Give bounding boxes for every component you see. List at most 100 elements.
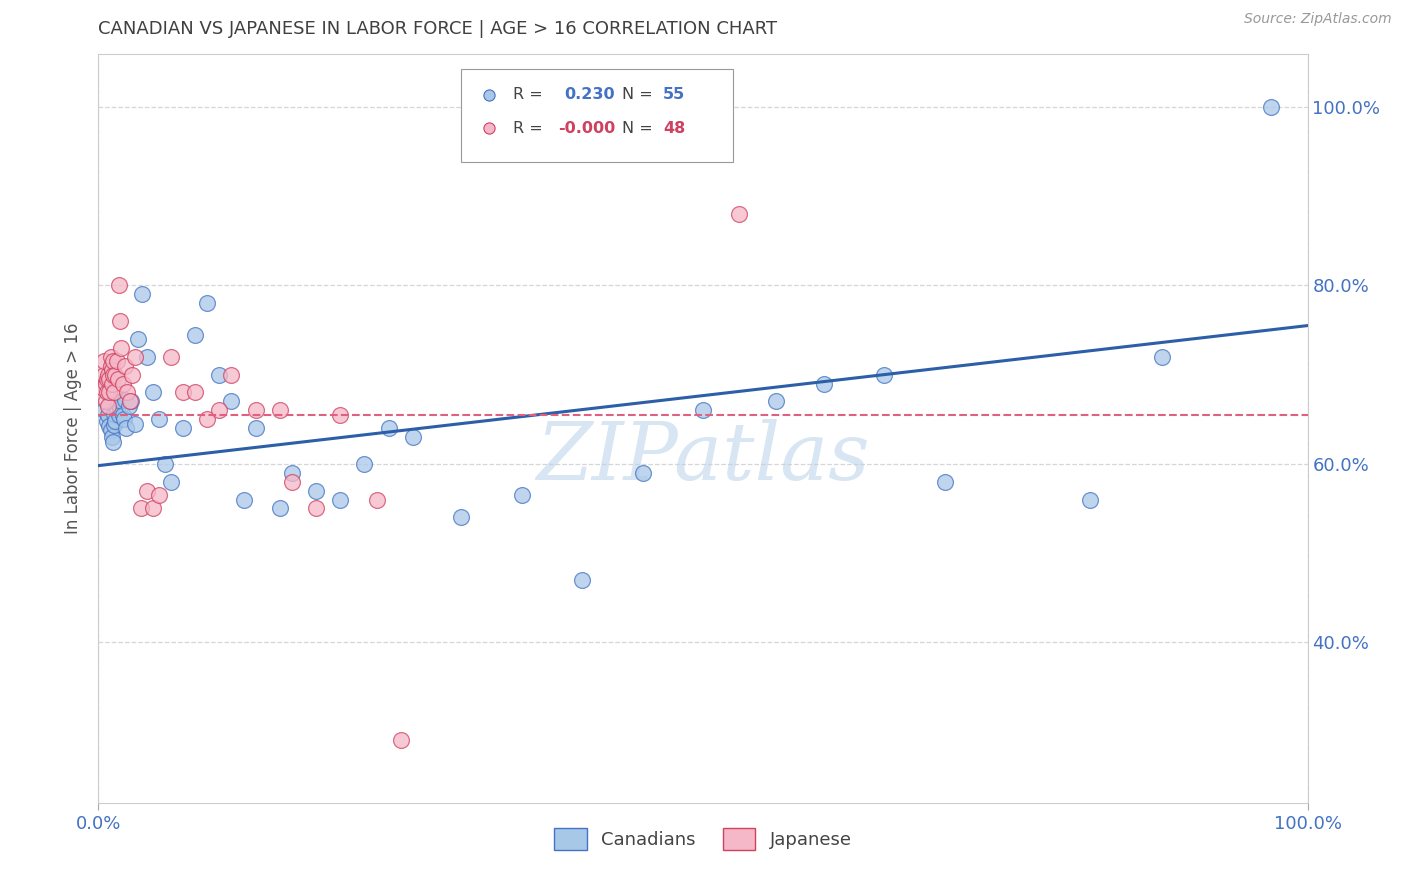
Point	[120, 394, 142, 409]
Point	[96, 372, 118, 386]
Point	[450, 510, 472, 524]
Point	[93, 403, 115, 417]
Point	[100, 423, 122, 437]
Point	[571, 573, 593, 587]
Point	[98, 372, 121, 386]
Point	[118, 399, 141, 413]
Point	[108, 314, 131, 328]
Point	[104, 368, 127, 382]
Point	[101, 368, 124, 382]
Point	[100, 363, 122, 377]
Point	[98, 385, 121, 400]
Text: R =: R =	[513, 87, 543, 103]
Point	[353, 457, 375, 471]
Point	[728, 207, 751, 221]
Point	[142, 385, 165, 400]
Point	[112, 412, 135, 426]
Point	[153, 457, 176, 471]
Point	[221, 394, 243, 409]
Point	[478, 189, 501, 203]
Point	[94, 394, 117, 409]
Point	[281, 466, 304, 480]
Point	[148, 488, 170, 502]
Point	[1260, 100, 1282, 114]
Legend: Canadians, Japanese: Canadians, Japanese	[547, 821, 859, 857]
Point	[305, 501, 328, 516]
Y-axis label: In Labor Force | Age > 16: In Labor Force | Age > 16	[65, 322, 83, 534]
Point	[510, 488, 533, 502]
Point	[114, 392, 136, 407]
Point	[269, 403, 291, 417]
Point	[135, 350, 157, 364]
Point	[692, 403, 714, 417]
Point	[269, 501, 291, 516]
Point	[402, 430, 425, 444]
Point	[124, 417, 146, 431]
Point	[97, 408, 120, 422]
Point	[765, 394, 787, 409]
Point	[389, 733, 412, 747]
Point	[105, 354, 128, 368]
Point	[97, 368, 120, 382]
Point	[104, 414, 127, 428]
Point	[108, 401, 131, 415]
Point	[934, 475, 956, 489]
Text: 0.230: 0.230	[564, 87, 614, 103]
Point	[108, 278, 131, 293]
Point	[232, 492, 254, 507]
Text: ZIPatlas: ZIPatlas	[536, 419, 870, 497]
Point	[101, 354, 124, 368]
Point	[281, 475, 304, 489]
Point	[111, 408, 134, 422]
Point	[107, 372, 129, 386]
Text: 48: 48	[664, 121, 685, 136]
Text: R =: R =	[513, 121, 543, 136]
Point	[329, 492, 352, 507]
Point	[221, 368, 243, 382]
Point	[160, 350, 183, 364]
Point	[100, 350, 122, 364]
Point	[142, 501, 165, 516]
Point	[108, 408, 131, 422]
Point	[114, 359, 136, 373]
Point	[129, 501, 152, 516]
Point	[105, 403, 128, 417]
Point	[305, 483, 328, 498]
Point	[184, 327, 207, 342]
Point	[101, 434, 124, 449]
Point	[117, 385, 139, 400]
Point	[135, 483, 157, 498]
Point	[873, 368, 896, 382]
Point	[172, 421, 194, 435]
Point	[107, 396, 129, 410]
Text: N =: N =	[621, 87, 652, 103]
Point	[93, 354, 115, 368]
Point	[208, 403, 231, 417]
Point	[172, 385, 194, 400]
Point	[1152, 350, 1174, 364]
Point	[110, 341, 132, 355]
Point	[100, 430, 122, 444]
Point	[478, 149, 501, 163]
Point	[245, 403, 267, 417]
Point	[245, 421, 267, 435]
Point	[195, 296, 218, 310]
Point	[103, 407, 125, 421]
Point	[103, 418, 125, 433]
Point	[131, 287, 153, 301]
Point	[110, 394, 132, 409]
Point	[1078, 492, 1101, 507]
Text: -0.000: -0.000	[558, 121, 616, 136]
Point	[366, 492, 388, 507]
Point	[94, 376, 117, 391]
Point	[100, 376, 122, 391]
Point	[184, 385, 207, 400]
Point	[103, 385, 125, 400]
Point	[377, 421, 399, 435]
Text: CANADIAN VS JAPANESE IN LABOR FORCE | AGE > 16 CORRELATION CHART: CANADIAN VS JAPANESE IN LABOR FORCE | AG…	[98, 21, 778, 38]
Text: N =: N =	[621, 121, 652, 136]
Point	[813, 376, 835, 391]
Point	[148, 412, 170, 426]
Point	[631, 466, 654, 480]
Text: Source: ZipAtlas.com: Source: ZipAtlas.com	[1244, 12, 1392, 26]
